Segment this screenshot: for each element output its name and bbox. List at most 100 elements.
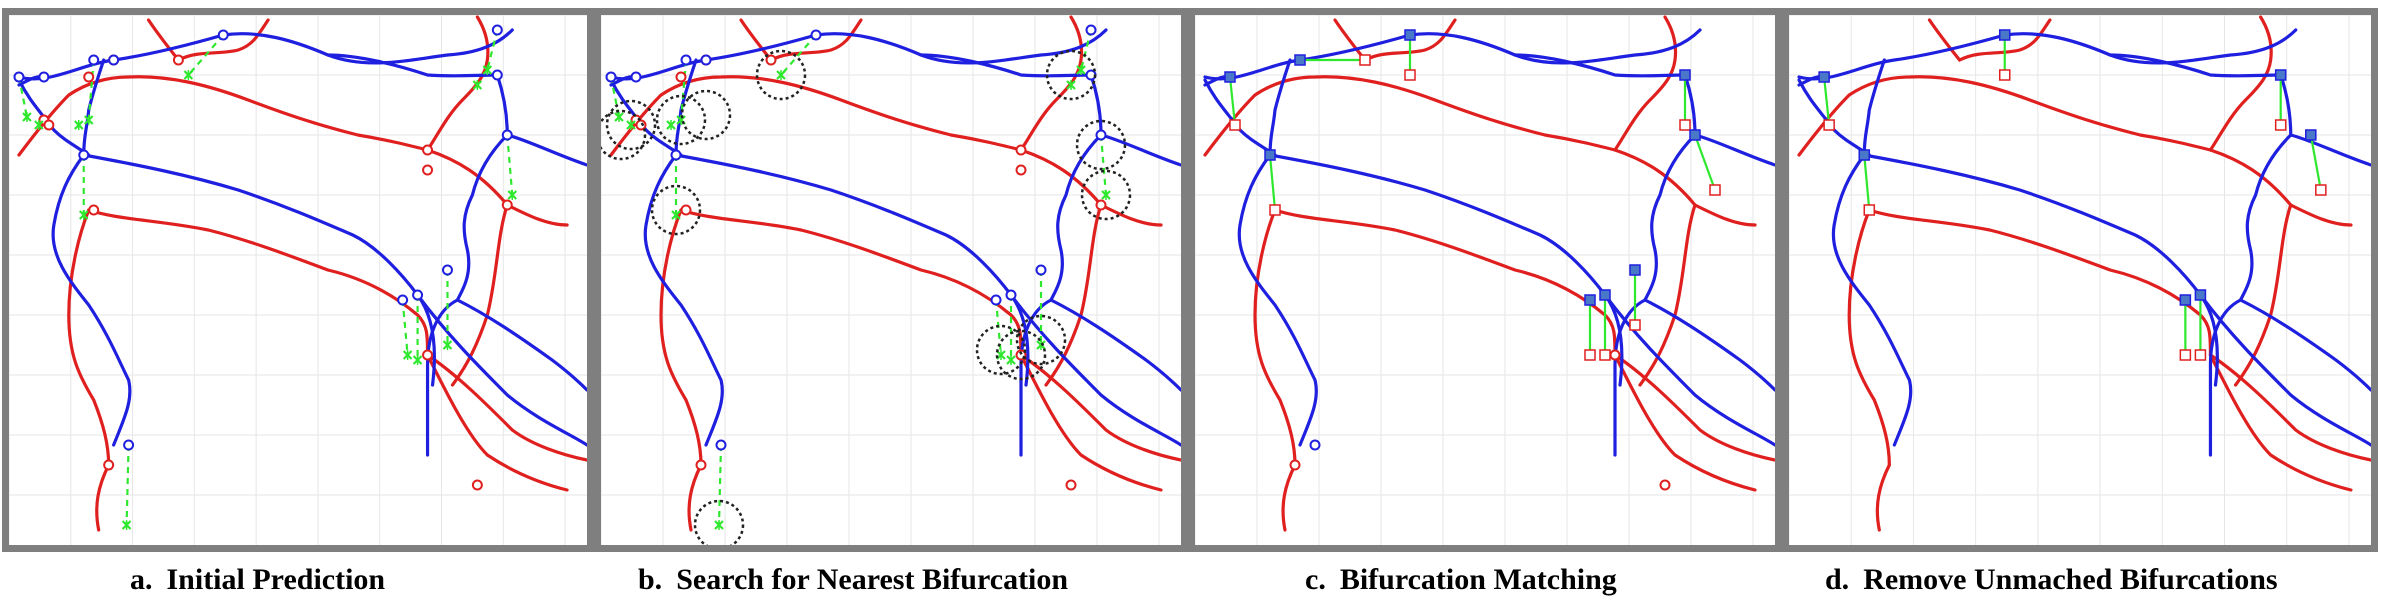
blue-circle-icon — [990, 294, 1002, 306]
grid — [1789, 15, 2371, 545]
red-vessel — [1613, 353, 1775, 462]
blue-vessel — [1643, 298, 1775, 392]
blue-vessel — [643, 153, 724, 447]
red-vessel — [1333, 18, 1457, 63]
blue-vessel — [495, 73, 509, 137]
red-vessel — [1019, 148, 1163, 227]
red-circle-icon — [43, 119, 55, 131]
blue-square-icon — [1224, 71, 1236, 83]
red-square-icon — [1679, 119, 1691, 131]
blue-circle-icon — [810, 29, 822, 41]
blue-square-icon — [1599, 289, 1611, 301]
red-circle-icon — [1609, 349, 1621, 361]
blue-square-icon — [2179, 294, 2192, 306]
blue-vessel — [425, 298, 460, 457]
green-x-marker-icon — [402, 350, 413, 360]
red-vessel — [425, 353, 587, 462]
dashed-circle-icon — [605, 99, 657, 151]
red-vessel — [1613, 353, 1757, 492]
red-circle-icon — [765, 54, 777, 66]
match-line — [1693, 134, 1717, 191]
blue-circle-icon — [700, 54, 712, 66]
blue-vessel — [2208, 298, 2243, 457]
blue-vessel — [2108, 53, 2283, 78]
green-x-marker-icon — [121, 520, 132, 530]
blue-vessel — [2238, 133, 2293, 302]
green-x-marker-icon — [22, 112, 32, 122]
green-x-marker-icon — [776, 70, 786, 80]
match-line — [1823, 76, 1831, 126]
red-vessel — [679, 208, 1023, 357]
blue-vessel — [1643, 133, 1697, 302]
blue-vessel — [82, 58, 106, 157]
green-x-marker-icon — [666, 120, 676, 130]
prediction-guide-line — [486, 29, 499, 71]
caption-a-prefix: a. — [130, 563, 153, 596]
blue-vessel — [1019, 298, 1053, 457]
caption-c: c. Bifurcation Matching — [1305, 560, 1617, 600]
red-vessel — [609, 75, 1023, 157]
red-square-icon — [1998, 69, 2011, 81]
caption-a: a. Initial Prediction — [130, 560, 385, 600]
blue-square-icon — [1818, 71, 1830, 83]
red-circle-icon — [471, 479, 483, 491]
red-circle-icon — [1289, 459, 1301, 471]
red-vessel — [687, 463, 703, 532]
blue-circle-icon — [442, 264, 453, 276]
red-square-icon — [1709, 184, 1721, 196]
blue-circle-icon — [680, 54, 692, 66]
red-circle-icon — [103, 459, 115, 471]
panel-bifurcation-matching — [1188, 8, 1782, 552]
blue-vessel — [1513, 53, 1687, 78]
blue-vessel — [1862, 58, 1886, 157]
vessel-diagram-b — [601, 15, 1181, 545]
blue-square-icon — [1404, 29, 1416, 41]
blue-square-icon — [1689, 129, 1701, 141]
prediction-guide-line — [506, 134, 514, 196]
dashed-circle-icon — [1075, 119, 1127, 171]
red-circle-icon — [680, 204, 692, 216]
red-square-icon — [1359, 54, 1371, 66]
blue-vessel — [1049, 133, 1103, 302]
blue-circle-icon — [397, 294, 409, 306]
caption-b-title: Search for Nearest Bifurcation — [676, 563, 1069, 596]
blue-vessel — [1099, 133, 1181, 167]
blue-square-icon — [2274, 69, 2287, 81]
green-x-marker-icon — [1036, 340, 1046, 350]
blue-square-icon — [1294, 54, 1306, 66]
red-vessel — [2208, 15, 2273, 152]
blue-square-icon — [1584, 294, 1596, 306]
red-vessel — [659, 208, 703, 467]
blue-vessel — [1603, 293, 1775, 447]
prediction-guide-line — [187, 34, 225, 76]
green-x-marker-icon — [1066, 80, 1076, 90]
match-line — [1268, 154, 1277, 211]
green-x-marker-icon — [442, 340, 453, 350]
red-vessel — [1019, 353, 1181, 462]
blue-vessel — [455, 298, 587, 392]
dashed-circle-icon — [1045, 49, 1097, 101]
blue-vessel — [1268, 153, 1624, 387]
dashed-circle-icon — [1080, 169, 1132, 221]
red-vessel — [425, 353, 569, 492]
green-x-marker-icon — [482, 65, 493, 75]
blue-vessel — [919, 53, 1093, 78]
green-x-marker-icon — [671, 210, 681, 220]
red-square-icon — [2315, 184, 2327, 196]
red-square-icon — [2274, 119, 2287, 131]
red-circle-icon — [422, 164, 434, 176]
blue-vessel — [1613, 298, 1647, 457]
green-x-marker-icon — [83, 115, 94, 125]
vessel-diagram-d — [1789, 15, 2371, 545]
prediction-guide-line — [17, 76, 29, 118]
red-circle-icon — [675, 71, 687, 83]
prediction-guide-line — [717, 444, 723, 526]
red-circle-icon — [1015, 164, 1027, 176]
green-x-marker-icon — [73, 120, 84, 130]
blue-circle-icon — [630, 71, 642, 83]
blue-vessel — [455, 133, 509, 302]
red-circle-icon — [422, 144, 434, 156]
blue-circle-icon — [1085, 24, 1097, 36]
blue-vessel — [415, 293, 587, 447]
blue-circle-icon — [123, 439, 135, 451]
